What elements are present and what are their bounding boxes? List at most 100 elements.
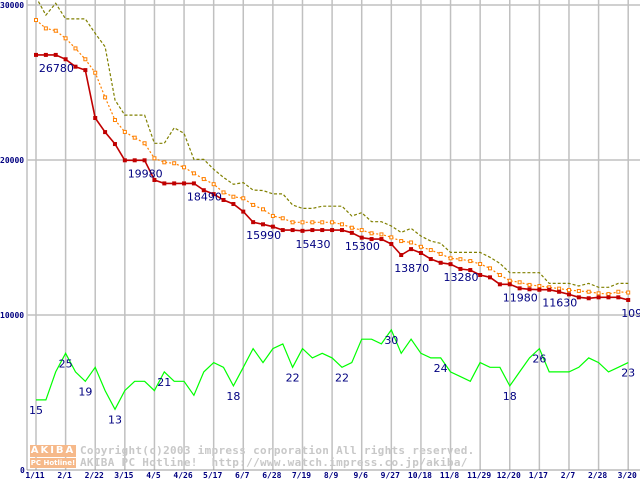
series-min-point [290, 228, 295, 233]
series-avg-point [438, 251, 443, 256]
count-label: 18 [503, 390, 517, 403]
series-min-point [211, 192, 216, 197]
series-avg-point [537, 284, 542, 289]
series-min-point [231, 202, 236, 207]
series-avg-point [339, 222, 344, 227]
series-avg-point [43, 26, 48, 31]
series-avg-point [310, 220, 315, 225]
copyright-text: Copyright(c)2003 impress corporation All… [80, 444, 475, 457]
series-avg-point [448, 256, 453, 261]
series-min-point [488, 275, 493, 280]
series-avg-point [142, 141, 147, 146]
count-label: 18 [226, 390, 240, 403]
series-avg-point [488, 266, 493, 271]
count-label: 19 [78, 385, 92, 398]
x-tick-label: 6/28 [262, 471, 281, 480]
x-tick-label: 8/9 [324, 471, 339, 480]
count-label: 26 [532, 353, 546, 366]
x-tick-label: 10/18 [408, 471, 432, 480]
series-min-point [103, 130, 108, 135]
series-avg-point [182, 165, 187, 170]
series-min-point [409, 247, 414, 252]
y-tick-label: 30000 [0, 1, 24, 10]
series-avg-point [586, 289, 591, 294]
series-min-point [142, 158, 147, 163]
x-tick-label: 4/5 [146, 471, 161, 480]
series-avg-point [251, 202, 256, 207]
series-avg-point [468, 259, 473, 264]
series-min-point [63, 57, 68, 62]
count-label: 15 [29, 404, 43, 417]
series-min-point [537, 287, 542, 292]
series-avg-point [557, 286, 562, 291]
series-avg-point [152, 156, 157, 161]
series-min-point [448, 262, 453, 267]
series-avg-point [379, 232, 384, 237]
series-avg-point [566, 288, 571, 293]
series-min-point [596, 295, 601, 300]
series-min-point [339, 228, 344, 233]
series-min-point [182, 181, 187, 186]
y-tick-label: 0 [20, 466, 25, 475]
series-avg-point [191, 171, 196, 176]
series-min-point [172, 181, 177, 186]
x-tick-label: 5/17 [203, 471, 222, 480]
x-tick-label: 9/27 [381, 471, 400, 480]
x-tick-label: 1/17 [529, 471, 548, 480]
x-tick-label: 4/26 [173, 471, 192, 480]
series-avg-point [261, 207, 266, 212]
series-min-point [606, 295, 611, 300]
series-avg-point [122, 129, 127, 134]
series-min-point [310, 228, 315, 233]
series-min-point [566, 292, 571, 297]
series-avg-point [63, 36, 68, 41]
series-avg-point [606, 292, 611, 297]
x-tick-label: 11/29 [467, 471, 491, 480]
series-avg-point [527, 282, 532, 287]
series-avg-point [458, 257, 463, 262]
series-min-point [576, 295, 581, 300]
series-avg-point [290, 220, 295, 225]
series-avg-point [478, 262, 483, 267]
series-avg-point [132, 135, 137, 140]
akiba-logo: AKIBA [30, 445, 76, 457]
pc-hotline-logo: PC Hotline! [30, 458, 76, 468]
series-min-point [93, 115, 98, 120]
series-avg-point [53, 28, 58, 33]
series-avg-point [241, 196, 246, 201]
min-price-label: 10970 [621, 307, 640, 320]
y-tick-label: 20000 [0, 156, 24, 165]
series-avg-point [172, 161, 177, 166]
series-avg-point [211, 182, 216, 187]
x-tick-label: 1/11 [25, 471, 44, 480]
plot-area [34, 0, 631, 411]
x-tick-label: 3/20 [618, 471, 637, 480]
series-avg-point [497, 273, 502, 278]
series-min-point [132, 158, 137, 163]
series-min-point [507, 282, 512, 287]
series-min-point [379, 237, 384, 242]
series-min-point [616, 295, 621, 300]
series-avg-point [270, 213, 275, 218]
series-avg-point [418, 244, 423, 249]
x-tick-label: 2/22 [85, 471, 104, 480]
series-avg-point [330, 220, 335, 225]
site-url-text: AKIBA PC Hotline! http://www.watch.impre… [80, 456, 468, 469]
x-tick-label: 3/15 [114, 471, 133, 480]
min-price-label: 15990 [246, 229, 281, 242]
series-avg-point [409, 240, 414, 245]
series-avg-point [162, 160, 167, 165]
x-tick-label: 2/7 [561, 471, 576, 480]
series-avg-point [221, 190, 226, 195]
series-avg-point [507, 278, 512, 283]
series-min-point [261, 222, 266, 227]
count-label: 13 [108, 413, 122, 426]
series-min-point [34, 52, 38, 57]
series-avg-point [83, 57, 88, 62]
series-min-point [83, 68, 88, 73]
min-price-label: 13280 [444, 271, 479, 284]
series-avg-point [300, 220, 305, 225]
series-avg-point [103, 95, 108, 100]
min-price-label: 13870 [394, 262, 429, 275]
